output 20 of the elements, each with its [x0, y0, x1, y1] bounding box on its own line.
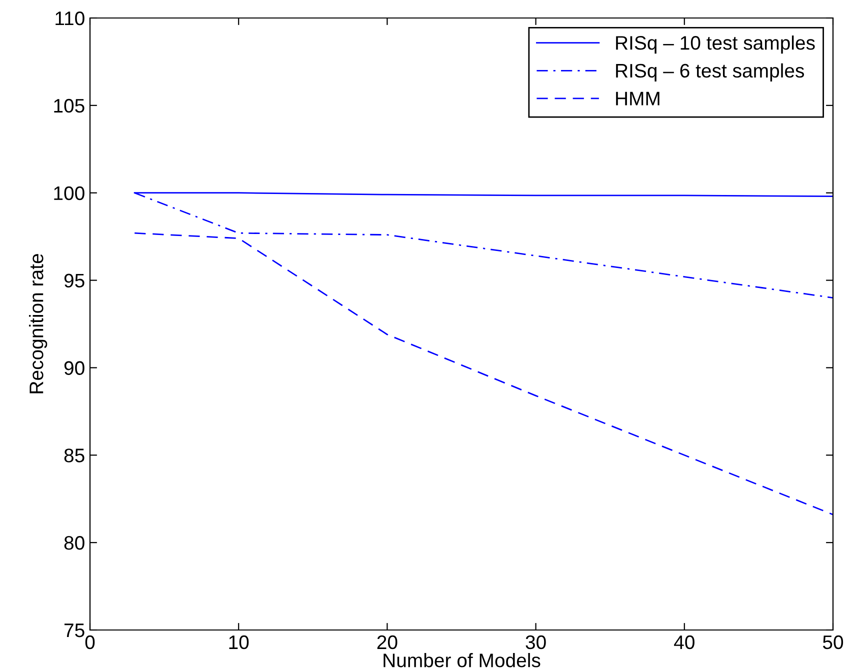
- x-tick-label: 40: [674, 635, 694, 650]
- x-tick-label: 50: [822, 635, 844, 650]
- y-tick-label: 95: [64, 274, 84, 288]
- legend-label: HMM: [616, 92, 660, 106]
- legend-label: RISq – 10 test samples: [616, 36, 815, 54]
- x-axis-title: Number of Models: [384, 652, 540, 668]
- x-tick-label: 30: [526, 635, 546, 650]
- y-tick-label: 85: [64, 448, 84, 462]
- y-axis-title: Recognition rate: [29, 254, 48, 394]
- line-series: [134, 232, 833, 516]
- y-tick-label: 75: [64, 624, 84, 638]
- x-tick-label: 0: [85, 635, 95, 650]
- y-tick-label: 90: [64, 361, 84, 375]
- legend-label: RISq – 6 test samples: [616, 63, 804, 82]
- y-tick-label: 80: [64, 536, 84, 550]
- y-tick-label: 100: [54, 186, 84, 200]
- x-tick-label: 20: [377, 635, 398, 650]
- y-tick-label: 110: [56, 11, 84, 26]
- x-tick-label: 10: [229, 635, 249, 650]
- y-tick-label: 105: [54, 98, 84, 113]
